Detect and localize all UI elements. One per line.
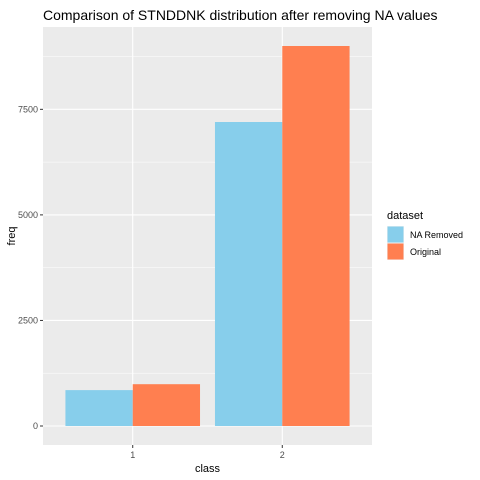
y-tick-label: 5000 bbox=[18, 210, 38, 220]
bar bbox=[65, 390, 133, 426]
chart-title: Comparison of STNDDNK distribution after… bbox=[43, 7, 438, 23]
bar bbox=[214, 122, 283, 426]
y-tick-label: 7500 bbox=[18, 104, 38, 114]
bar bbox=[132, 384, 201, 426]
bars bbox=[65, 46, 350, 426]
x-tick-label: 1 bbox=[130, 450, 135, 460]
x-tick-label: 2 bbox=[280, 450, 285, 460]
legend-label: NA Removed bbox=[410, 230, 463, 240]
y-axis-title: freq bbox=[6, 227, 18, 246]
legend-key bbox=[387, 226, 404, 243]
axes: 0 2500 5000 7500 1 2 bbox=[18, 104, 285, 460]
x-axis-title: class bbox=[195, 463, 221, 475]
legend: dataset NA Removed Original bbox=[387, 210, 463, 260]
legend-title: dataset bbox=[387, 210, 423, 222]
bar bbox=[282, 46, 350, 426]
legend-label: Original bbox=[410, 247, 441, 257]
y-tick-label: 0 bbox=[33, 421, 38, 431]
y-tick-label: 2500 bbox=[18, 315, 38, 325]
legend-key bbox=[387, 243, 404, 260]
